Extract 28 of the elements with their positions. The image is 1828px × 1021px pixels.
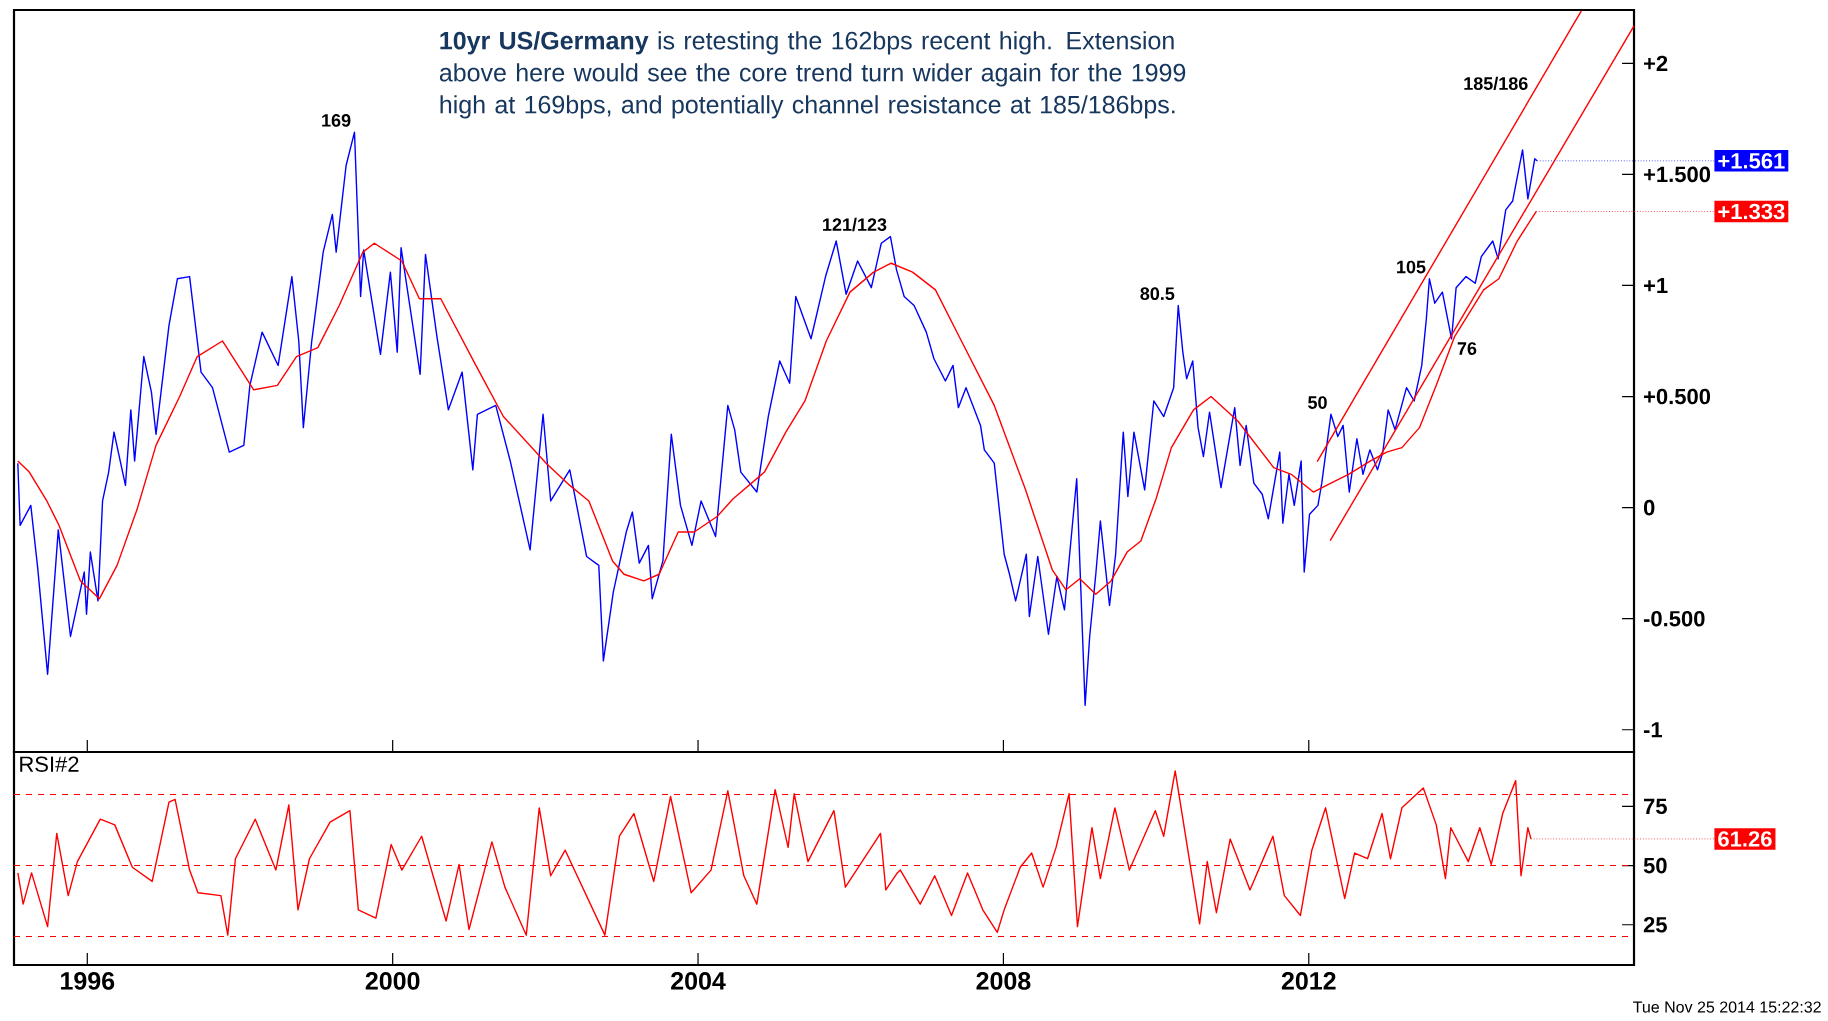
y-tick-label: 25 <box>1643 916 1667 933</box>
annotation: +1.333 <box>1718 203 1785 220</box>
x-tick-label: 1996 <box>61 972 115 990</box>
x-tick-label: 2012 <box>1281 972 1336 990</box>
annotation: 185/186 <box>1464 76 1528 91</box>
x-tick-label: 2004 <box>671 972 726 990</box>
y-tick-label: +1.500 <box>1643 166 1711 183</box>
chart-title: RSI#2 <box>20 756 79 772</box>
annotation: 169 <box>322 114 351 127</box>
y-tick-label: 50 <box>1643 857 1667 874</box>
annotation: 121/123 <box>823 217 887 232</box>
x-tick-label: 2000 <box>365 972 420 990</box>
y-tick-label: -0.500 <box>1643 610 1705 627</box>
text: Tue Nov 25 2014 15:22:32 <box>1633 1001 1821 1013</box>
annotation: 61.26 <box>1718 831 1772 847</box>
y-tick-label: 75 <box>1644 798 1667 815</box>
annotation: 105 <box>1397 260 1426 274</box>
annotation: 50 <box>1308 396 1327 409</box>
y-tick-label: +2 <box>1643 55 1668 71</box>
y-tick-label: +0.500 <box>1643 388 1711 405</box>
annotation: 76 <box>1457 342 1477 355</box>
annotation: 80.5 <box>1140 287 1175 301</box>
y-tick-label: +1 <box>1643 277 1668 294</box>
annotation: 10yr US/Germany is retesting the 162bps recent high. Extension above here would see the core trend turn wider again for the 1999 high at 169bps, and potentially channel resistance at 185/186bps. <box>439 31 1186 119</box>
y-tick-label: -1 <box>1643 722 1662 738</box>
x-tick-label: 2008 <box>976 972 1031 990</box>
y-tick-label: 0 <box>1643 499 1655 516</box>
annotation: +1.561 <box>1718 153 1785 169</box>
